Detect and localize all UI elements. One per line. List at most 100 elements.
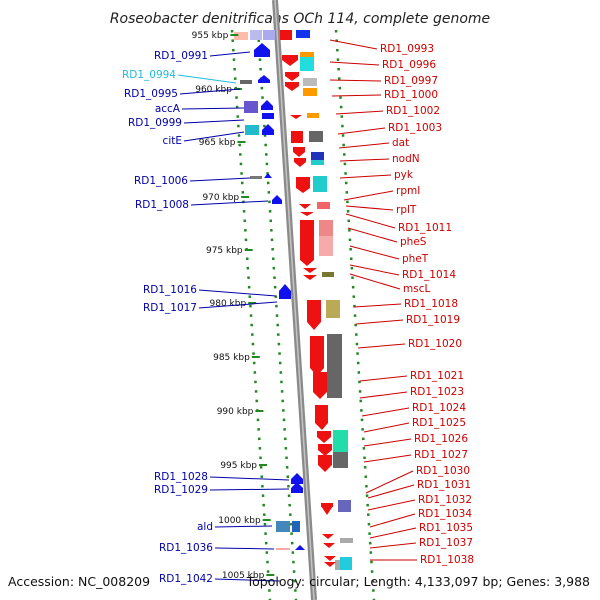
feature[interactable]: [321, 503, 333, 507]
feature-arrow[interactable]: [291, 473, 303, 484]
feature[interactable]: [340, 538, 353, 543]
feature[interactable]: [262, 113, 274, 119]
feature[interactable]: [300, 220, 314, 260]
gene-label-rd1-1027[interactable]: RD1_1027: [414, 449, 468, 461]
gene-label-rd1-1038[interactable]: RD1_1038: [420, 554, 474, 566]
feature-arrow[interactable]: [303, 268, 317, 273]
feature[interactable]: [303, 78, 317, 86]
feature-arrow[interactable]: [272, 195, 282, 204]
gene-label-rd1-1037[interactable]: RD1_1037: [419, 537, 473, 549]
gene-label-rd1-1025[interactable]: RD1_1025: [412, 417, 466, 429]
gene-label-rd1-1034[interactable]: RD1_1034: [418, 508, 472, 520]
feature[interactable]: [300, 56, 314, 71]
feature[interactable]: [335, 560, 340, 570]
feature[interactable]: [319, 220, 333, 236]
feature-arrow[interactable]: [323, 543, 335, 548]
feature-arrow[interactable]: [317, 431, 331, 443]
feature[interactable]: [234, 32, 248, 40]
feature-arrow[interactable]: [295, 545, 305, 550]
feature-arrow[interactable]: [322, 534, 334, 539]
gene-label-mscl[interactable]: mscL: [403, 283, 430, 295]
gene-label-rd1-1032[interactable]: RD1_1032: [418, 494, 472, 506]
feature-arrow[interactable]: [279, 284, 291, 299]
feature[interactable]: [333, 430, 348, 452]
gene-label-cite[interactable]: citE: [163, 135, 182, 147]
gene-label-rpmi[interactable]: rpmI: [396, 185, 420, 197]
gene-label-phet[interactable]: pheT: [402, 253, 429, 265]
feature[interactable]: [311, 160, 324, 165]
gene-label-rplt[interactable]: rplT: [396, 204, 417, 216]
feature-arrow[interactable]: [313, 392, 327, 399]
gene-label-rd1-0996[interactable]: RD1_0996: [382, 59, 436, 71]
feature[interactable]: [291, 131, 303, 143]
gene-label-rd1-1021[interactable]: RD1_1021: [410, 370, 464, 382]
feature[interactable]: [250, 176, 262, 179]
gene-label-nodn[interactable]: nodN: [392, 153, 420, 165]
gene-label-rd1-1042[interactable]: RD1_1042: [159, 573, 213, 585]
feature[interactable]: [338, 500, 351, 512]
feature[interactable]: [280, 30, 292, 40]
feature[interactable]: [318, 455, 332, 465]
gene-label-acca[interactable]: accA: [155, 103, 181, 115]
gene-label-rd1-0999[interactable]: RD1_0999: [128, 117, 182, 129]
feature[interactable]: [313, 372, 327, 392]
feature[interactable]: [245, 125, 259, 135]
feature[interactable]: [276, 548, 290, 550]
gene-label-rd1-1024[interactable]: RD1_1024: [412, 402, 466, 414]
feature[interactable]: [303, 88, 317, 96]
gene-label-rd1-1014[interactable]: RD1_1014: [402, 269, 456, 281]
feature[interactable]: [307, 300, 321, 322]
feature[interactable]: [300, 52, 314, 57]
gene-label-pyk[interactable]: pyk: [394, 169, 414, 181]
gene-label-rd1-1028[interactable]: RD1_1028: [154, 471, 208, 483]
feature[interactable]: [313, 176, 327, 192]
feature-arrow[interactable]: [300, 212, 314, 216]
feature[interactable]: [263, 30, 275, 40]
feature-arrow[interactable]: [294, 158, 306, 167]
feature[interactable]: [340, 557, 352, 570]
gene-label-rd1-1026[interactable]: RD1_1026: [414, 433, 468, 445]
feature[interactable]: [319, 236, 333, 256]
gene-label-rd1-1017[interactable]: RD1_1017: [143, 302, 197, 314]
gene-label-rd1-1029[interactable]: RD1_1029: [154, 484, 208, 496]
feature[interactable]: [292, 521, 300, 532]
feature[interactable]: [333, 452, 348, 468]
gene-label-rd1-1006[interactable]: RD1_1006: [134, 175, 188, 187]
gene-label-rd1-1008[interactable]: RD1_1008: [135, 199, 189, 211]
gene-label-rd1-1020[interactable]: RD1_1020: [408, 338, 462, 350]
feature-arrow[interactable]: [299, 204, 311, 209]
gene-label-rd1-1016[interactable]: RD1_1016: [143, 284, 197, 296]
gene-label-rd1-1035[interactable]: RD1_1035: [419, 522, 473, 534]
feature-arrow[interactable]: [262, 124, 274, 135]
gene-label-rd1-0991[interactable]: RD1_0991: [154, 50, 208, 62]
feature[interactable]: [250, 30, 262, 40]
feature-arrow[interactable]: [291, 482, 303, 493]
gene-label-ald[interactable]: ald: [197, 521, 213, 533]
feature[interactable]: [310, 336, 324, 368]
feature-arrow[interactable]: [264, 173, 272, 178]
feature-arrow[interactable]: [261, 100, 273, 110]
gene-label-rd1-1019[interactable]: RD1_1019: [406, 314, 460, 326]
feature[interactable]: [317, 202, 330, 209]
feature-arrow[interactable]: [285, 82, 299, 91]
feature-arrow[interactable]: [296, 177, 310, 193]
gene-label-rd1-0993[interactable]: RD1_0993: [380, 43, 434, 55]
feature-arrow[interactable]: [321, 506, 333, 515]
feature-arrow[interactable]: [285, 72, 299, 81]
feature[interactable]: [309, 131, 323, 142]
gene-label-rd1-1011[interactable]: RD1_1011: [398, 222, 452, 234]
feature-arrow[interactable]: [315, 423, 328, 430]
gene-label-rd1-1002[interactable]: RD1_1002: [386, 105, 440, 117]
feature[interactable]: [244, 101, 258, 113]
feature-arrow[interactable]: [318, 444, 332, 456]
gene-label-rd1-1030[interactable]: RD1_1030: [416, 465, 470, 477]
gene-label-rd1-0997[interactable]: RD1_0997: [384, 75, 438, 87]
feature-arrow[interactable]: [258, 75, 270, 83]
gene-label-rd1-1000[interactable]: RD1_1000: [384, 89, 438, 101]
feature[interactable]: [276, 521, 290, 532]
feature-arrow[interactable]: [324, 562, 336, 567]
gene-label-rd1-0994[interactable]: RD1_0994: [122, 69, 176, 81]
feature[interactable]: [322, 272, 334, 277]
gene-label-rd1-1031[interactable]: RD1_1031: [417, 479, 471, 491]
feature-arrow[interactable]: [303, 275, 317, 280]
